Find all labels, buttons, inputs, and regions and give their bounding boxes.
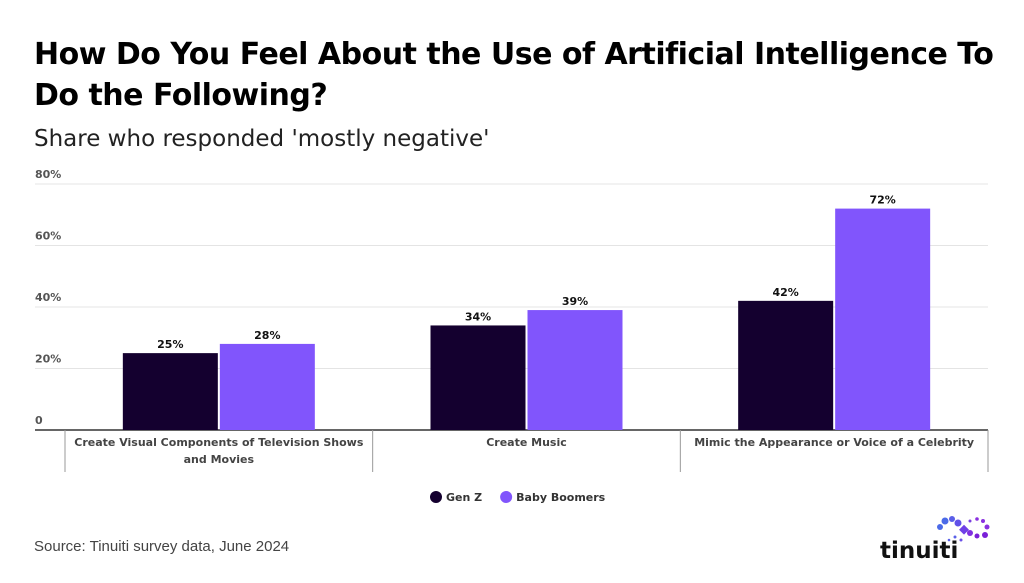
chart-title: How Do You Feel About the Use of Artific… <box>34 37 994 113</box>
data-label: 34% <box>465 310 491 323</box>
data-label: 28% <box>254 329 280 342</box>
bar-gen-z <box>122 353 218 430</box>
data-label: 72% <box>869 194 895 207</box>
chart-subtitle: Share who responded 'mostly negative' <box>34 126 490 152</box>
bar-baby-boomers <box>219 343 315 430</box>
data-label: 25% <box>157 338 183 351</box>
x-tick-label: and Movies <box>184 453 255 466</box>
legend-label: Baby Boomers <box>516 491 606 504</box>
tinuiti-logo: tinuiti <box>880 538 959 564</box>
x-tick-label: Create Visual Components of Television S… <box>74 436 364 449</box>
data-label: 39% <box>562 295 588 308</box>
bar-baby-boomers <box>835 208 931 430</box>
y-tick-label: 60% <box>35 230 61 243</box>
bar-baby-boomers <box>527 310 623 430</box>
data-label: 42% <box>772 286 798 299</box>
legend-swatch <box>500 491 513 503</box>
bar-gen-z <box>430 325 526 430</box>
legend-swatch <box>430 491 442 503</box>
bar-gen-z <box>738 300 834 430</box>
y-tick-label: 0 <box>35 414 43 427</box>
y-tick-label: 40% <box>35 291 61 304</box>
y-tick-label: 20% <box>35 353 61 366</box>
x-tick-label: Mimic the Appearance or Voice of a Celeb… <box>694 436 974 449</box>
legend-label: Gen Z <box>446 491 482 504</box>
y-tick-label: 80% <box>35 168 61 181</box>
source-note: Source: Tinuiti survey data, June 2024 <box>34 538 290 555</box>
x-tick-label: Create Music <box>486 436 567 449</box>
